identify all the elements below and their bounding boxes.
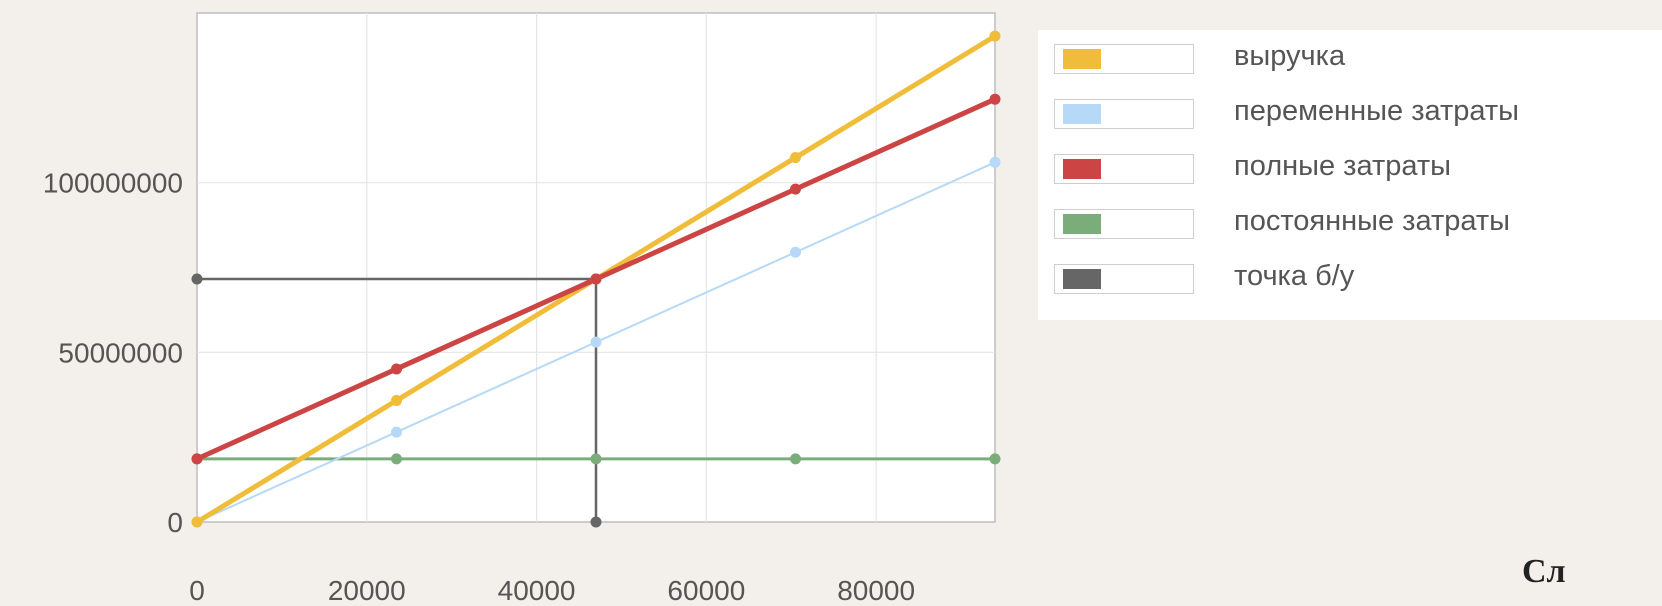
- x-tick-label: 20000: [328, 575, 406, 606]
- x-tick-label: 0: [189, 575, 205, 606]
- legend-item-breakeven[interactable]: точка б/у: [1054, 258, 1654, 298]
- corner-text: Сл: [1522, 553, 1566, 590]
- legend-item-variable-costs[interactable]: переменные затраты: [1054, 93, 1654, 133]
- data-point: [790, 152, 801, 164]
- breakeven-guides: [191, 273, 602, 528]
- y-tick-label: 50000000: [58, 337, 183, 368]
- legend-item-revenue[interactable]: выручка: [1054, 38, 1654, 78]
- data-point: [989, 30, 1001, 42]
- x-tick-label: 80000: [837, 575, 915, 606]
- legend-label: полные затраты: [1234, 150, 1451, 182]
- legend-swatch: [1063, 49, 1101, 69]
- data-point: [989, 156, 1001, 168]
- y-tick-label: 0: [167, 507, 183, 538]
- data-point: [790, 453, 801, 465]
- legend-label: переменные затраты: [1234, 95, 1520, 127]
- legend-box: [1054, 44, 1194, 74]
- x-tick-label: 60000: [667, 575, 745, 606]
- tick-labels: 0 20000 40000 60000 80000 0 50000000 100000000: [43, 168, 915, 606]
- series-lines: [191, 30, 1001, 528]
- legend-swatch: [1063, 159, 1101, 179]
- x-tick-label: 40000: [498, 575, 576, 606]
- y-tick-label: 100000000: [43, 168, 183, 199]
- data-point: [391, 426, 402, 438]
- legend-swatch: [1063, 104, 1101, 124]
- legend: выручка переменные затраты полные затрат…: [1038, 30, 1662, 320]
- breakeven-point: [191, 273, 203, 285]
- legend-label: выручка: [1234, 40, 1346, 72]
- data-point: [391, 363, 402, 375]
- breakeven-point: [590, 516, 602, 528]
- data-point: [391, 395, 402, 407]
- legend-box: [1054, 209, 1194, 239]
- data-point: [790, 183, 801, 195]
- data-point: [989, 93, 1001, 105]
- legend-label: постоянные затраты: [1234, 205, 1510, 237]
- legend-item-fixed-costs[interactable]: постоянные затраты: [1054, 203, 1654, 243]
- data-point: [989, 453, 1001, 465]
- legend-label: точка б/у: [1234, 260, 1355, 292]
- legend-box: [1054, 264, 1194, 294]
- legend-swatch: [1063, 269, 1101, 289]
- data-point: [191, 516, 203, 528]
- legend-item-total-costs[interactable]: полные затраты: [1054, 148, 1654, 188]
- data-point: [590, 273, 602, 285]
- legend-box: [1054, 154, 1194, 184]
- data-point: [590, 453, 602, 465]
- legend-swatch: [1063, 214, 1101, 234]
- data-point: [590, 336, 602, 348]
- legend-box: [1054, 99, 1194, 129]
- data-point: [391, 453, 402, 465]
- data-point: [191, 453, 203, 465]
- data-point: [790, 246, 801, 258]
